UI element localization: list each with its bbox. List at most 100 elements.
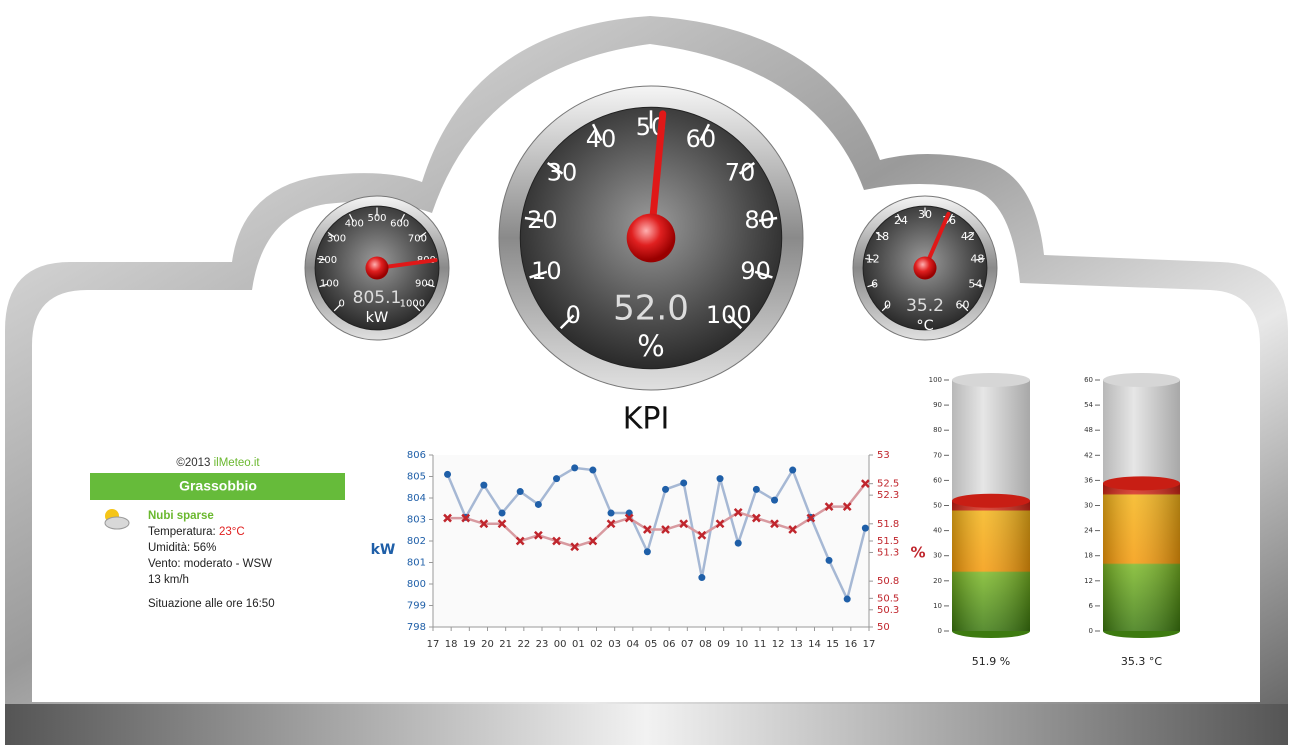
gauge-tick-label: 48	[970, 253, 984, 266]
cylinder-top	[952, 373, 1030, 387]
gauge-unit: °C	[916, 318, 933, 334]
y-tick-label: 42	[1084, 451, 1093, 459]
series-marker	[535, 501, 542, 508]
series-marker	[480, 482, 487, 489]
x-tick-label: 07	[681, 639, 694, 650]
cylinder-fill-top	[952, 494, 1030, 508]
x-tick-label: 17	[427, 639, 440, 650]
x-tick-label: 03	[608, 639, 621, 650]
y2-tick-label: 51.3	[877, 547, 899, 558]
gauge-unit: kW	[366, 310, 389, 326]
gauge-tick-label: 400	[345, 218, 364, 229]
x-tick-label: 19	[463, 639, 476, 650]
wind: Vento: moderato - WSW	[148, 558, 272, 570]
gauge-tick-label: 600	[390, 218, 409, 229]
series-marker	[826, 557, 833, 564]
gauge-tick-label: 18	[875, 230, 889, 243]
temperature-label: Temperatura:	[148, 526, 219, 538]
y-tick-label: 100	[929, 376, 942, 384]
gauge-tick-label: 6	[871, 277, 878, 290]
gauge-hub	[913, 256, 936, 279]
x-tick-label: 23	[536, 639, 549, 650]
gauge-hub	[627, 214, 676, 263]
series-marker	[680, 479, 687, 486]
gauge-tick-label: 0	[566, 301, 581, 329]
y-axis-label: kW	[371, 542, 396, 558]
gauge-tick-label: 30	[918, 208, 932, 221]
series-marker	[753, 486, 760, 493]
y-tick-label: 30	[933, 552, 942, 560]
gauge-value: 805.1	[353, 288, 402, 308]
x-tick-label: 01	[572, 639, 585, 650]
x-tick-label: 11	[754, 639, 767, 650]
series-marker	[499, 510, 506, 517]
y-tick-label: 54	[1084, 401, 1093, 409]
x-tick-label: 00	[554, 639, 567, 650]
y2-tick-label: 53	[877, 450, 890, 461]
temperature-value: 23°C	[219, 526, 245, 538]
city: Grassobbio	[179, 478, 257, 494]
gauge-tick-label: 500	[367, 213, 386, 224]
gauge-tick-label: 200	[318, 255, 337, 266]
series-marker	[789, 467, 796, 474]
gauge-tick-label: 10	[531, 257, 562, 285]
y-tick-label: 799	[407, 601, 426, 612]
x-tick-label: 06	[663, 639, 676, 650]
wind-speed: 13 km/h	[148, 574, 189, 586]
y-tick-label: 30	[1084, 502, 1093, 510]
y-tick-label: 798	[407, 622, 426, 633]
x-tick-label: 02	[590, 639, 603, 650]
series-marker	[698, 574, 705, 581]
y-tick-label: 806	[407, 450, 426, 461]
y-tick-label: 804	[407, 493, 426, 504]
gauge-tick-label: 90	[740, 257, 771, 285]
title: KPI	[623, 402, 670, 437]
gauge-tick-label: 60	[686, 125, 717, 153]
x-tick-label: 09	[717, 639, 730, 650]
dashboard: KPI ©2013 ilMeteo.it Grassobbio Nubi spa…	[0, 0, 1292, 747]
y-tick-label: 18	[1084, 552, 1093, 560]
gauge-tick-label: 54	[968, 277, 982, 290]
x-tick-label: 14	[808, 639, 821, 650]
site-link[interactable]: ilMeteo.it	[214, 457, 261, 469]
y-tick-label: 48	[1084, 426, 1093, 434]
x-tick-label: 15	[826, 639, 839, 650]
x-tick-label: 12	[772, 639, 785, 650]
x-tick-label: 13	[790, 639, 803, 650]
gauge-tick-label: 42	[961, 230, 975, 243]
y2-tick-label: 51.5	[877, 536, 899, 547]
x-tick-label: 08	[699, 639, 712, 650]
gauge-tick-label: 100	[320, 278, 339, 289]
y-tick-label: 60	[1084, 376, 1093, 384]
series-marker	[717, 475, 724, 482]
y2-tick-label: 52.5	[877, 479, 899, 490]
cylinder-fill-top	[1103, 476, 1180, 490]
cylinder-shade	[952, 501, 1030, 631]
y-tick-label: 802	[407, 536, 426, 547]
series-marker	[571, 464, 578, 471]
y-tick-label: 805	[407, 472, 426, 483]
cylinder-value: 51.9 %	[972, 655, 1010, 668]
cylinder-shade	[1103, 483, 1180, 631]
y2-axis-label: %	[910, 544, 925, 562]
series-marker	[553, 475, 560, 482]
copyright-year: ©2013	[176, 457, 213, 469]
updated: Situazione alle ore 16:50	[148, 598, 275, 610]
gauge-tick-label: 1000	[400, 298, 425, 309]
y-tick-label: 20	[933, 577, 942, 585]
series-marker	[662, 486, 669, 493]
y-tick-label: 0	[938, 627, 942, 635]
series-marker	[589, 467, 596, 474]
x-tick-label: 21	[499, 639, 512, 650]
gauge-value: 35.2	[906, 296, 944, 316]
temperature: Temperatura: 23°C	[148, 526, 245, 538]
gauge-value: 52.0	[613, 289, 689, 329]
x-tick-label: 10	[735, 639, 748, 650]
y-tick-label: 10	[933, 602, 942, 610]
gauge-tick-label: 24	[894, 214, 908, 227]
y2-tick-label: 50.8	[877, 576, 899, 587]
y2-tick-label: 51.8	[877, 519, 899, 530]
y2-tick-label: 50	[877, 622, 890, 633]
gauge-tick-label: 700	[408, 234, 427, 245]
condition: Nubi sparse	[148, 510, 214, 522]
